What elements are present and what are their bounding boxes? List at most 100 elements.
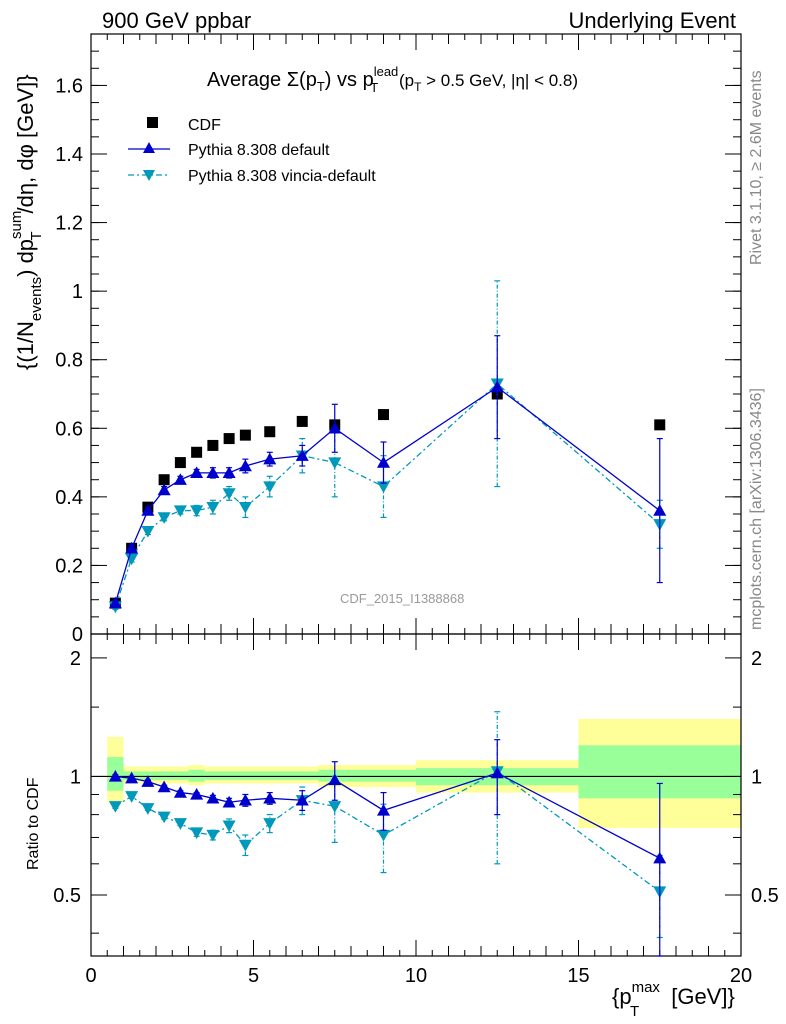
ratio-panel: 0 5 10 15 20 0.5 0.5 1 1 2 2 xyxy=(53,633,779,987)
header-right-label: Underlying Event xyxy=(568,8,736,33)
data-point-cdf xyxy=(223,433,235,445)
ylabel-part: events xyxy=(28,277,45,321)
xlabel-part: T xyxy=(630,1003,639,1020)
header-left-label: 900 GeV ppbar xyxy=(102,8,252,33)
analysis-watermark: CDF_2015_I1388868 xyxy=(340,591,465,606)
ylabel-part: ) dp xyxy=(13,239,38,277)
y-tick-label: 1.2 xyxy=(55,213,83,235)
data-point xyxy=(377,456,390,468)
data-point xyxy=(653,851,667,864)
data-point xyxy=(328,801,342,813)
y-tick-label: 0.8 xyxy=(55,350,83,372)
title-part: lead xyxy=(374,64,399,79)
title-part: Σ(p xyxy=(287,69,317,91)
ylabel-part: /dη, dφ [GeV]} xyxy=(13,74,38,213)
ylabel-part: {(1/N xyxy=(13,321,38,370)
main-panel: 0 0.2 0.4 0.6 0.8 1 1.2 1.4 1.6 xyxy=(55,33,742,646)
data-point xyxy=(653,504,667,516)
data-point xyxy=(222,466,236,479)
data-point xyxy=(328,421,342,434)
x-tick-label: 20 xyxy=(730,965,752,987)
y-tick-label: 0.4 xyxy=(55,487,83,509)
uncertainty-band-inner xyxy=(204,771,319,780)
data-point xyxy=(238,459,252,472)
data-point xyxy=(157,780,171,793)
data-point xyxy=(238,793,252,806)
xlabel-part: [GeV]} xyxy=(665,984,735,1009)
y-tick-label: 1 xyxy=(72,281,83,303)
ratio-y-tick-label: 2 xyxy=(70,648,81,670)
legend-label-vincia: Pythia 8.308 vincia-default xyxy=(188,168,376,185)
x-axis-label: {pmax T [GeV]} xyxy=(612,979,735,1020)
legend-label-cdf: CDF xyxy=(188,117,221,134)
data-point xyxy=(295,449,309,461)
title-part: T xyxy=(317,79,325,94)
data-point xyxy=(490,380,504,393)
data-point xyxy=(295,793,309,806)
data-point xyxy=(173,786,187,798)
title-part: (p xyxy=(394,71,414,90)
legend-marker-cdf xyxy=(147,117,158,128)
data-point xyxy=(173,505,187,518)
data-point xyxy=(125,541,139,554)
data-point xyxy=(190,505,204,518)
data-point xyxy=(263,452,277,465)
data-point-cdf xyxy=(239,429,251,441)
data-point xyxy=(173,818,187,830)
xlabel-part: max xyxy=(632,979,661,996)
uncertainty-band-inner xyxy=(318,769,416,782)
data-point xyxy=(190,787,204,800)
data-point xyxy=(141,803,155,815)
data-point xyxy=(238,839,252,852)
data-point xyxy=(206,791,220,804)
x-tick-label: 0 xyxy=(85,965,96,987)
data-point xyxy=(222,488,236,500)
uncertainty-band-inner xyxy=(123,771,189,780)
data-point xyxy=(125,771,139,784)
data-point xyxy=(141,504,155,516)
data-point xyxy=(206,466,220,479)
ratio-y-tick-label: 0.5 xyxy=(751,885,779,907)
data-point xyxy=(141,775,155,787)
ratio-y-axis-label: Ratio to CDF xyxy=(25,777,42,870)
data-point xyxy=(190,827,204,840)
title-part: Average xyxy=(207,69,287,91)
data-point xyxy=(377,829,390,842)
data-point xyxy=(377,481,390,494)
data-point xyxy=(173,473,187,485)
x-tick-label: 5 xyxy=(248,965,259,987)
data-point xyxy=(125,791,139,803)
y-tick-label: 0.2 xyxy=(55,555,83,577)
data-point xyxy=(222,795,236,808)
y-tick-label: 1.4 xyxy=(55,144,83,166)
x-tick-label: 15 xyxy=(567,965,589,987)
title-part: T xyxy=(370,80,378,95)
chart-title: Average Σ(pT) vs plead T (pT > 0.5 GeV, |… xyxy=(207,64,578,95)
legend: CDF Pythia 8.308 default Pythia 8.308 vi… xyxy=(128,117,376,185)
data-point xyxy=(157,512,171,524)
data-point xyxy=(108,801,122,813)
data-point-cdf xyxy=(378,409,389,421)
data-point xyxy=(206,501,220,514)
y-tick-label: 0.6 xyxy=(55,418,83,440)
legend-marker-default xyxy=(143,142,155,153)
ratio-y-tick-label: 1 xyxy=(751,766,762,788)
y-tick-label: 0 xyxy=(72,624,83,646)
data-point xyxy=(263,481,277,494)
data-point xyxy=(222,820,236,833)
data-point xyxy=(157,483,171,496)
data-point-cdf xyxy=(654,419,666,431)
data-point xyxy=(125,553,139,566)
ratio-y-tick-label: 2 xyxy=(751,648,762,670)
data-point xyxy=(263,791,277,804)
data-point xyxy=(108,596,122,609)
data-point xyxy=(328,457,342,470)
ylabel-part: T xyxy=(28,231,45,240)
legend-label-default: Pythia 8.308 default xyxy=(188,142,330,159)
data-point-cdf xyxy=(264,426,276,438)
data-point xyxy=(206,829,220,842)
data-point xyxy=(263,818,277,830)
xlabel-part: {p xyxy=(612,984,632,1009)
ylabel-part: sum xyxy=(8,211,25,239)
